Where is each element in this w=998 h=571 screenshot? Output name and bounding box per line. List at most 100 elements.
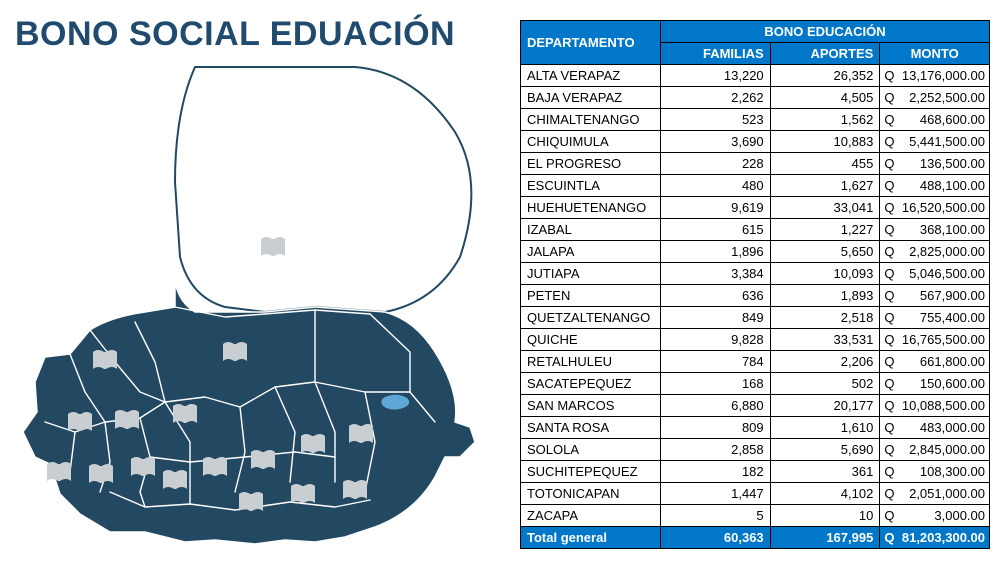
cell-familias: 2,858 [661,439,771,461]
cell-familias: 5 [661,505,771,527]
cell-familias: 182 [661,461,771,483]
cell-monto: Q16,765,500.00 [880,329,990,351]
cell-dept: HUEHUETENANGO [521,197,661,219]
table-row: ESCUINTLA4801,627Q488,100.00 [521,175,990,197]
page-title: BONO SOCIAL EDUACIÓN [15,15,510,54]
cell-monto: Q150,600.00 [880,373,990,395]
cell-monto: Q5,441,500.00 [880,131,990,153]
cell-aportes: 5,650 [770,241,880,263]
th-monto: MONTO [880,43,990,65]
cell-total-label: Total general [521,527,661,549]
page-container: BONO SOCIAL EDUACIÓN [0,0,998,571]
cell-monto: Q136,500.00 [880,153,990,175]
cell-monto: Q108,300.00 [880,461,990,483]
cell-aportes: 1,227 [770,219,880,241]
cell-dept: SANTA ROSA [521,417,661,439]
cell-familias: 480 [661,175,771,197]
cell-dept: ALTA VERAPAZ [521,65,661,87]
left-panel: BONO SOCIAL EDUACIÓN [0,0,520,571]
cell-dept: JUTIAPA [521,263,661,285]
table-row: PETEN6361,893Q567,900.00 [521,285,990,307]
cell-monto: Q16,520,500.00 [880,197,990,219]
cell-familias: 2,262 [661,87,771,109]
cell-aportes: 10 [770,505,880,527]
th-familias: FAMILIAS [661,43,771,65]
cell-dept: SUCHITEPEQUEZ [521,461,661,483]
cell-aportes: 33,041 [770,197,880,219]
cell-familias: 168 [661,373,771,395]
cell-dept: CHIMALTENANGO [521,109,661,131]
cell-familias: 784 [661,351,771,373]
cell-aportes: 26,352 [770,65,880,87]
cell-familias: 849 [661,307,771,329]
table-row: CHIQUIMULA3,69010,883Q5,441,500.00 [521,131,990,153]
cell-dept: IZABAL [521,219,661,241]
table-row: QUETZALTENANGO8492,518Q755,400.00 [521,307,990,329]
cell-monto: Q10,088,500.00 [880,395,990,417]
cell-monto: Q567,900.00 [880,285,990,307]
cell-aportes: 5,690 [770,439,880,461]
cell-monto: Q483,000.00 [880,417,990,439]
cell-aportes: 4,102 [770,483,880,505]
cell-monto: Q488,100.00 [880,175,990,197]
cell-total-familias: 60,363 [661,527,771,549]
cell-total-monto: Q81,203,300.00 [880,527,990,549]
cell-monto: Q13,176,000.00 [880,65,990,87]
cell-familias: 228 [661,153,771,175]
table-row: EL PROGRESO228455Q136,500.00 [521,153,990,175]
cell-dept: SAN MARCOS [521,395,661,417]
table-row: BAJA VERAPAZ2,2624,505Q2,252,500.00 [521,87,990,109]
guatemala-map [15,62,515,552]
cell-familias: 13,220 [661,65,771,87]
cell-familias: 3,690 [661,131,771,153]
cell-dept: ESCUINTLA [521,175,661,197]
cell-aportes: 2,206 [770,351,880,373]
cell-familias: 6,880 [661,395,771,417]
table-row: RETALHULEU7842,206Q661,800.00 [521,351,990,373]
cell-dept: TOTONICAPAN [521,483,661,505]
th-aportes: APORTES [770,43,880,65]
th-departamento: DEPARTAMENTO [521,21,661,65]
cell-monto: Q2,252,500.00 [880,87,990,109]
table-row: SACATEPEQUEZ168502Q150,600.00 [521,373,990,395]
cell-aportes: 10,093 [770,263,880,285]
table-row: JUTIAPA3,38410,093Q5,046,500.00 [521,263,990,285]
cell-dept: BAJA VERAPAZ [521,87,661,109]
cell-monto: Q468,600.00 [880,109,990,131]
cell-dept: QUICHE [521,329,661,351]
cell-familias: 636 [661,285,771,307]
cell-dept: CHIQUIMULA [521,131,661,153]
th-group: BONO EDUCACIÓN [661,21,990,43]
cell-dept: JALAPA [521,241,661,263]
cell-aportes: 33,531 [770,329,880,351]
cell-dept: SACATEPEQUEZ [521,373,661,395]
cell-aportes: 1,610 [770,417,880,439]
cell-aportes: 4,505 [770,87,880,109]
cell-aportes: 1,893 [770,285,880,307]
cell-monto: Q755,400.00 [880,307,990,329]
cell-monto: Q661,800.00 [880,351,990,373]
cell-aportes: 1,562 [770,109,880,131]
cell-monto: Q368,100.00 [880,219,990,241]
cell-aportes: 2,518 [770,307,880,329]
cell-aportes: 502 [770,373,880,395]
cell-familias: 1,447 [661,483,771,505]
table-total-row: Total general60,363167,995Q81,203,300.00 [521,527,990,549]
table-row: SANTA ROSA8091,610Q483,000.00 [521,417,990,439]
table-row: HUEHUETENANGO9,61933,041Q16,520,500.00 [521,197,990,219]
cell-familias: 3,384 [661,263,771,285]
table-row: SUCHITEPEQUEZ182361Q108,300.00 [521,461,990,483]
cell-dept: ZACAPA [521,505,661,527]
right-panel: DEPARTAMENTO BONO EDUCACIÓN FAMILIAS APO… [520,0,998,571]
table-row: TOTONICAPAN1,4474,102Q2,051,000.00 [521,483,990,505]
table-row: SAN MARCOS6,88020,177Q10,088,500.00 [521,395,990,417]
cell-familias: 1,896 [661,241,771,263]
cell-monto: Q3,000.00 [880,505,990,527]
table-row: ZACAPA510Q3,000.00 [521,505,990,527]
cell-familias: 809 [661,417,771,439]
cell-monto: Q2,845,000.00 [880,439,990,461]
cell-monto: Q2,051,000.00 [880,483,990,505]
table-row: IZABAL6151,227Q368,100.00 [521,219,990,241]
cell-aportes: 20,177 [770,395,880,417]
cell-aportes: 455 [770,153,880,175]
